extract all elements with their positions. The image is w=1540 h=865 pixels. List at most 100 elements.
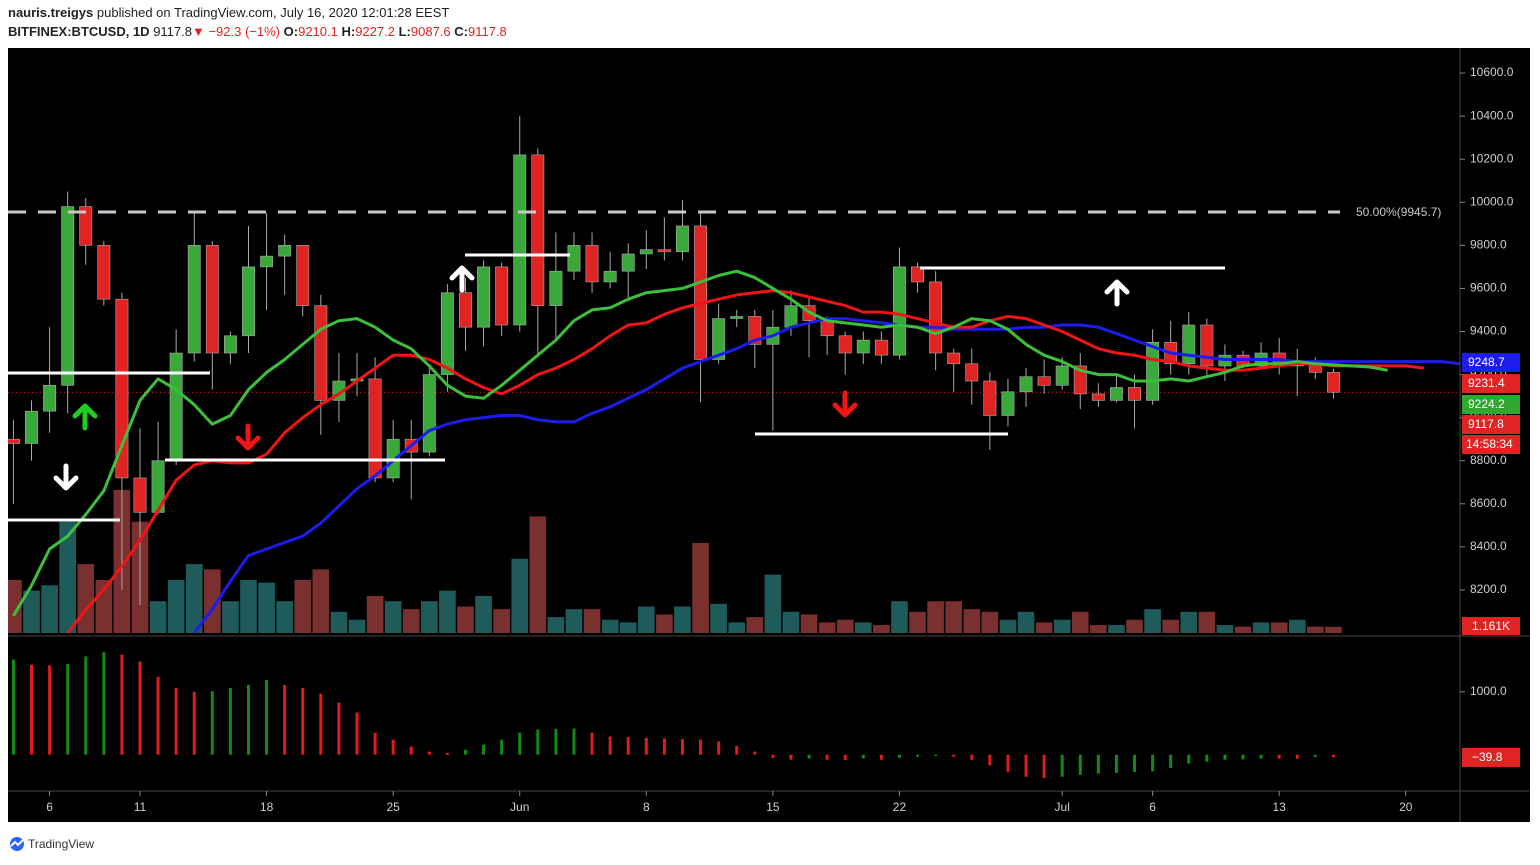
volume-bar xyxy=(23,590,40,633)
line-value-label: 9231.4 xyxy=(1468,376,1505,390)
volume-bar xyxy=(1053,619,1071,633)
candle-body xyxy=(115,298,129,479)
volume-bar xyxy=(1035,622,1053,633)
candle-body xyxy=(1128,387,1141,401)
volume-bar xyxy=(294,580,312,633)
volume-bar xyxy=(746,617,764,633)
arrow-down xyxy=(235,423,261,451)
price-tag xyxy=(1462,617,1520,635)
candle-body xyxy=(1182,324,1196,365)
volume-bar xyxy=(999,619,1017,633)
volume-bar xyxy=(457,606,474,633)
volume-label: 1.161K xyxy=(1472,619,1510,633)
price-tag xyxy=(1462,374,1520,393)
candle-body xyxy=(947,352,961,365)
volume-bar xyxy=(1216,625,1234,633)
candle-body xyxy=(1326,372,1340,393)
x-tick-label: 8 xyxy=(643,800,650,814)
volume-bar xyxy=(891,601,908,633)
volume-bar xyxy=(312,569,330,633)
price-tag xyxy=(1462,395,1520,414)
x-tick-label: 13 xyxy=(1272,800,1286,814)
oscillator-label: −39.8 xyxy=(1472,750,1503,764)
volume-bar xyxy=(565,609,583,633)
candle-body xyxy=(585,245,599,283)
volume-bar xyxy=(222,601,239,633)
candle-body xyxy=(8,438,20,444)
fib-label: 50.00%(9945.7) xyxy=(1356,205,1441,219)
volume-bar xyxy=(149,601,167,633)
candle-body xyxy=(169,352,183,462)
volume-bar xyxy=(800,614,818,633)
candle-body xyxy=(748,316,762,345)
volume-bar xyxy=(583,609,601,633)
volume-bar xyxy=(782,611,800,633)
symbol-line: BITFINEX:BTCUSD, 1D 9117.8▼ −92.3 (−1%) … xyxy=(8,24,507,39)
close-label: 9117.8 xyxy=(1468,417,1504,431)
candle-body xyxy=(187,245,201,354)
volume-bar xyxy=(77,564,95,633)
candle-body xyxy=(440,292,454,375)
volume-bar xyxy=(59,521,76,633)
candle-body xyxy=(965,363,979,382)
candle-body xyxy=(657,249,671,253)
volume-bar xyxy=(981,611,999,633)
volume-bar xyxy=(1126,619,1143,633)
main-panel xyxy=(8,116,1460,634)
volume-bar xyxy=(1108,625,1125,633)
volume-bar xyxy=(854,622,872,633)
volume-bar xyxy=(601,619,619,633)
x-tick-label: 15 xyxy=(766,800,780,814)
candle-body xyxy=(25,410,38,444)
candle-body xyxy=(874,339,888,356)
x-tick-label: 6 xyxy=(46,800,53,814)
volume-bar xyxy=(764,574,782,633)
candle-body xyxy=(639,249,653,255)
volume-bar xyxy=(420,601,438,633)
volume-bar xyxy=(909,611,926,633)
candle-body xyxy=(459,292,472,328)
volume-bar xyxy=(1270,622,1288,633)
volume-bar xyxy=(1198,611,1216,633)
volume-bar xyxy=(619,622,637,633)
ma-line xyxy=(12,269,1388,617)
volume-bar xyxy=(1162,619,1180,633)
candle-body xyxy=(97,245,111,300)
candle-body xyxy=(495,266,509,326)
candle-body xyxy=(1001,391,1015,416)
arrows xyxy=(53,265,1130,491)
volume-bar xyxy=(656,614,673,633)
candle-body xyxy=(314,305,328,401)
ohlc-value: 9087.6 xyxy=(411,24,451,39)
volume-bar xyxy=(1144,609,1161,633)
countdown: 14:58:34 xyxy=(1466,437,1513,451)
candle-body xyxy=(712,318,726,360)
volume-bar xyxy=(927,601,944,633)
candle-body xyxy=(1091,393,1105,401)
candle-body xyxy=(730,316,744,319)
candle-body xyxy=(567,245,581,272)
x-tick-label: 6 xyxy=(1149,800,1156,814)
price-tag xyxy=(1462,748,1520,767)
candle-body xyxy=(1019,376,1033,393)
symbol: BITFINEX:BTCUSD, 1D xyxy=(8,24,150,39)
ohlc-value: 9117.8 xyxy=(468,24,507,39)
volume-bar xyxy=(818,622,836,633)
candle-body xyxy=(911,266,924,283)
y-tick-label: 9600.0 xyxy=(1470,281,1507,295)
volume-bar xyxy=(330,611,348,633)
volume-bar xyxy=(1180,611,1198,633)
volume-bar xyxy=(258,582,275,633)
candle-body xyxy=(422,374,436,453)
y-tick-label: 8400.0 xyxy=(1470,539,1507,553)
header-line: nauris.treigys published on TradingView.… xyxy=(8,5,449,20)
candle-body xyxy=(278,245,292,257)
ma-line xyxy=(193,317,1460,634)
candle-body xyxy=(1200,324,1214,367)
volume-bar xyxy=(1234,626,1252,633)
candle-body xyxy=(1109,387,1123,401)
annotations xyxy=(8,210,1340,522)
y-tick-label: 8200.0 xyxy=(1470,582,1507,596)
candle-body xyxy=(513,154,527,326)
candle-body xyxy=(79,206,93,246)
